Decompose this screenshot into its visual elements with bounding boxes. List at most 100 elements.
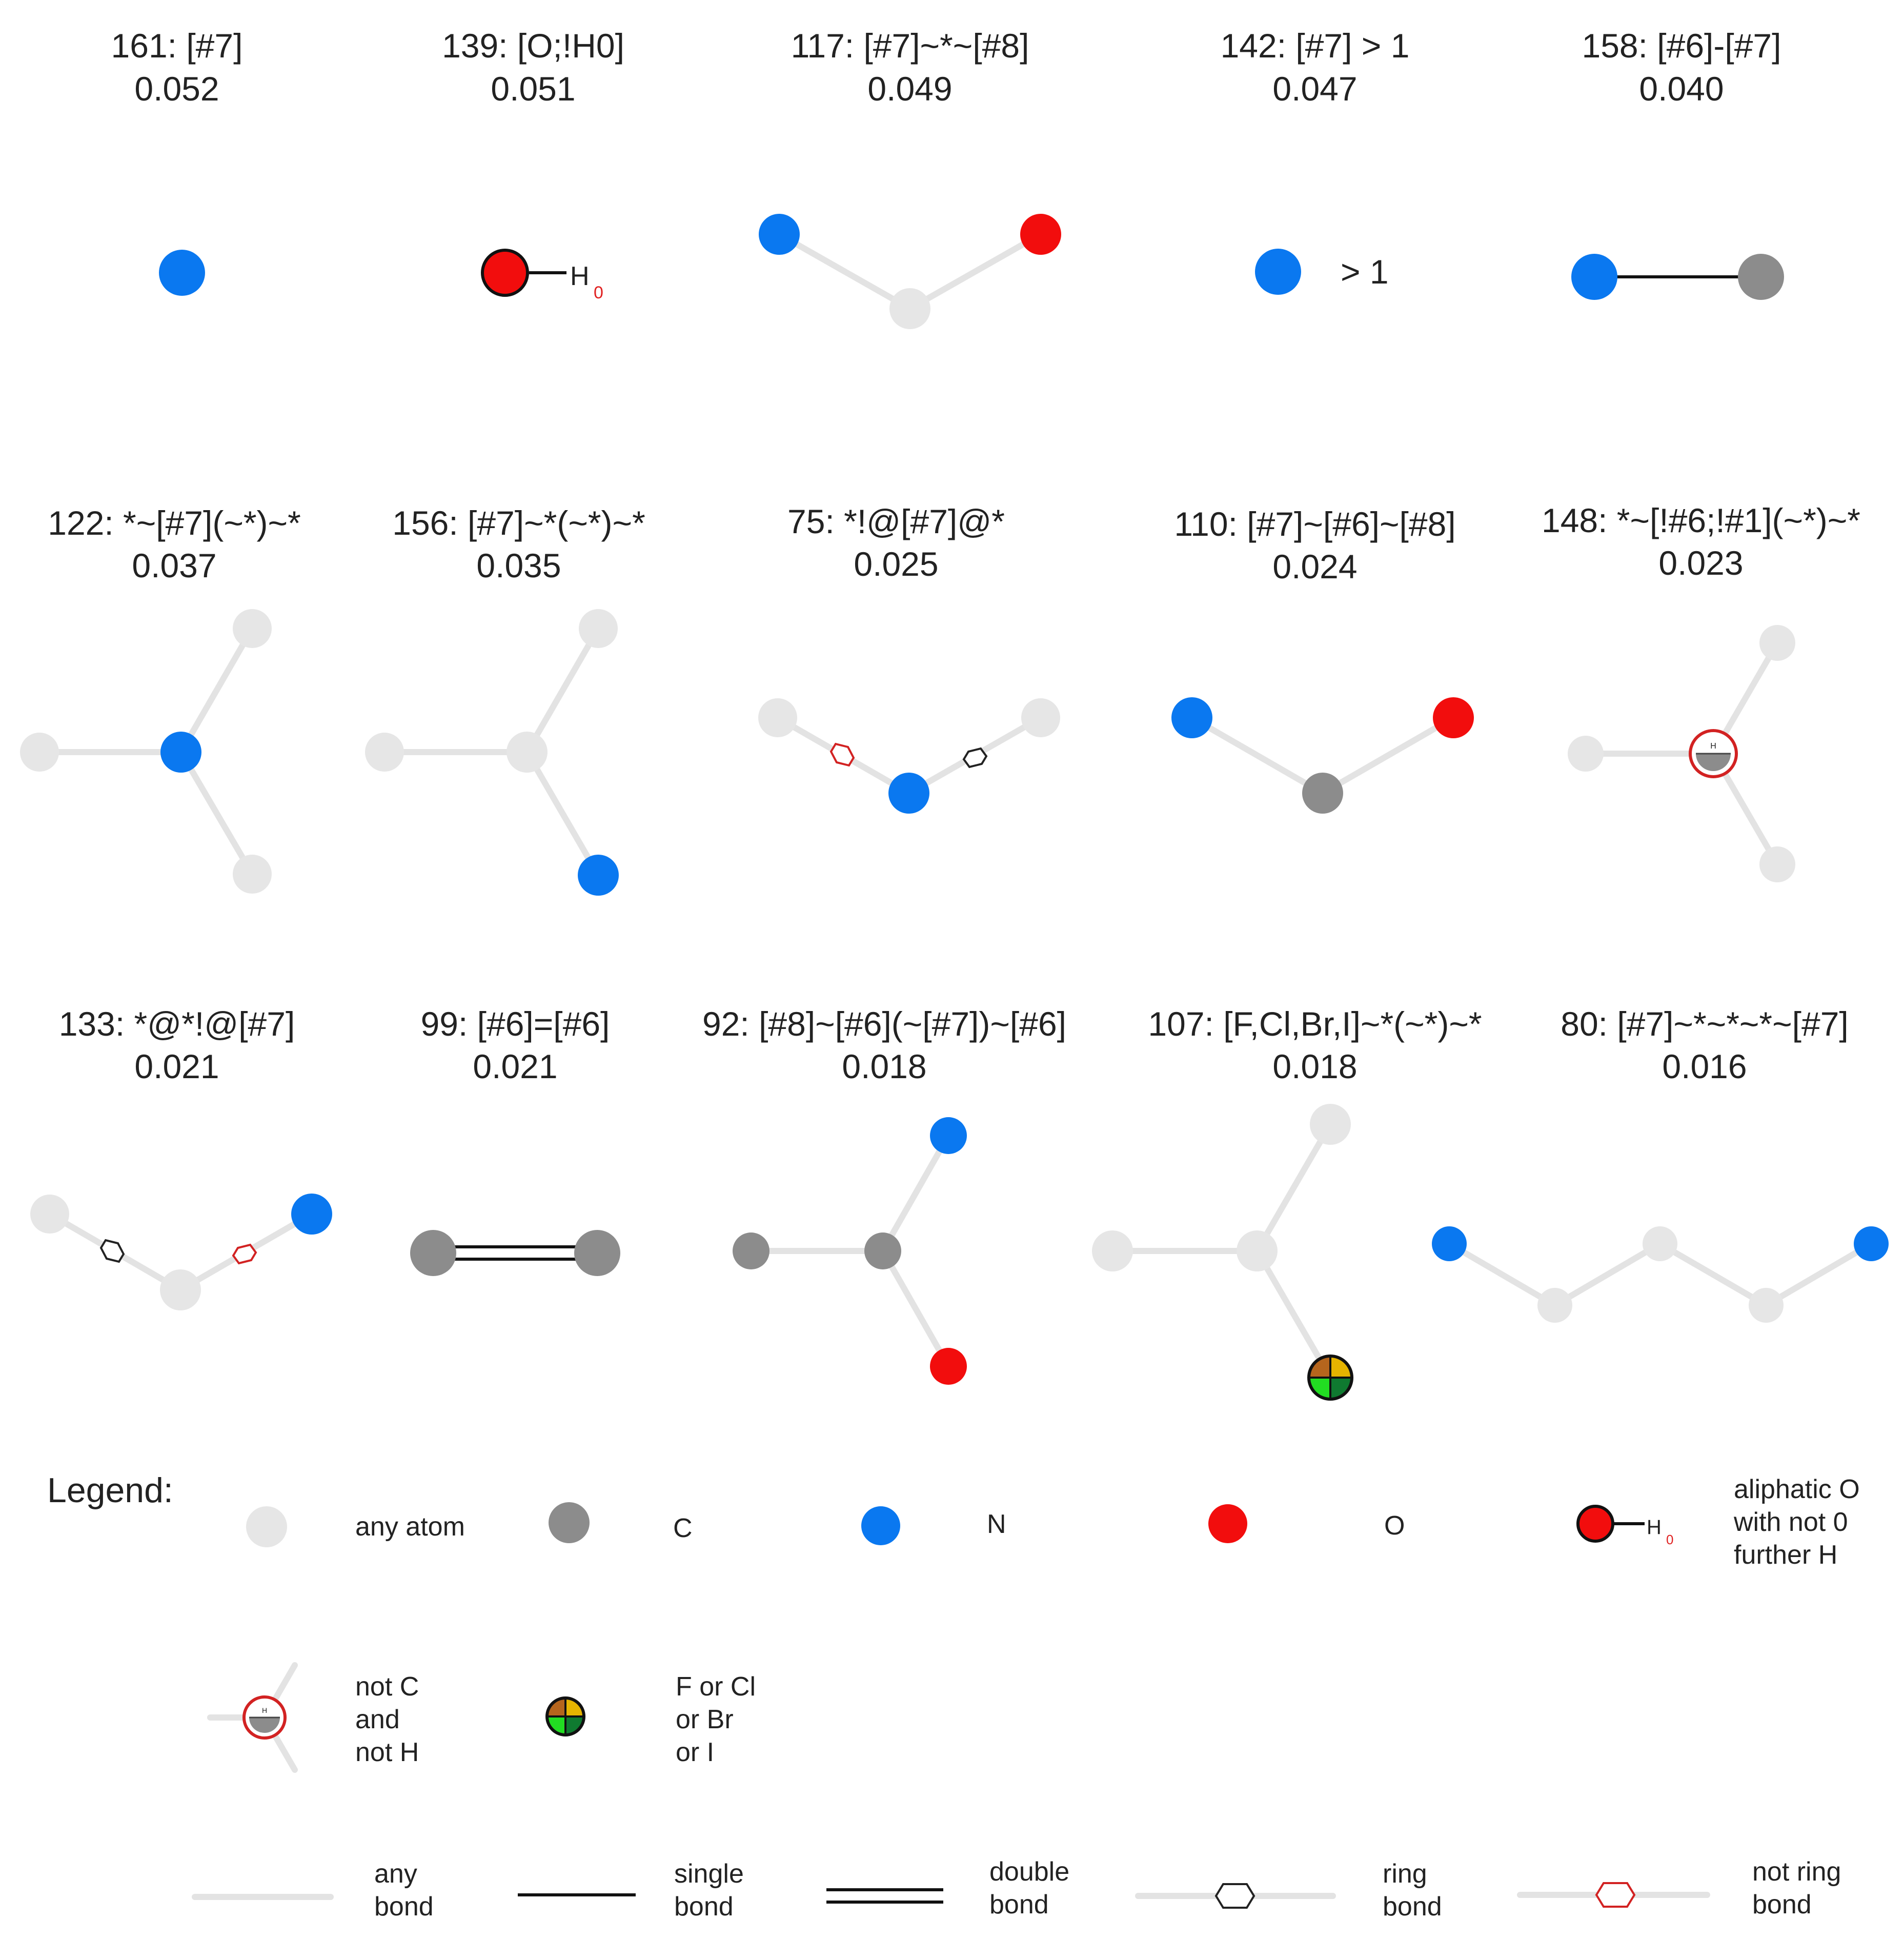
panel-score: 0.018 (1272, 1047, 1357, 1085)
panel-score: 0.035 (476, 547, 561, 584)
legend-oxygen-swatch (1208, 1504, 1247, 1543)
nitrogen-atom (1854, 1226, 1889, 1261)
nitrogen-atom (159, 250, 205, 296)
panel-score: 0.051 (491, 70, 575, 108)
panel-title: 161: [#7] (111, 27, 243, 65)
legend-aliphatic-oxygen-swatch: H 0 (1576, 1505, 1673, 1547)
panel-title: 92: [#8]~[#6](~[#7])~[#6] (702, 1005, 1066, 1043)
panel-142: 142: [#7] > 1 0.047 > 1 (1221, 27, 1410, 295)
any-bond (1254, 1248, 1333, 1381)
svg-text:H: H (1710, 742, 1716, 751)
any-atom (1643, 1226, 1677, 1261)
any-atom (160, 1269, 201, 1310)
carbon-atom (864, 1232, 901, 1269)
legend-not-c-not-h-swatch: H (207, 1662, 298, 1773)
panel-score: 0.018 (842, 1047, 926, 1085)
panel-score: 0.037 (132, 547, 216, 584)
aliphatic-oxygen-atom (481, 249, 529, 297)
any-atom (579, 609, 618, 648)
not-ring-bond-marker (232, 1243, 257, 1265)
nitrogen-atom (1571, 254, 1617, 300)
panel-156: 156: [#7]~*(~*)~* 0.035 (365, 504, 645, 896)
legend-halogen-swatch (545, 1696, 585, 1736)
panel-title: 148: *~[!#6;!#1](~*)~* (1542, 501, 1860, 539)
any-atom (1537, 1288, 1572, 1323)
any-atom (1092, 1230, 1133, 1271)
ring-bond-marker (99, 1239, 125, 1263)
any-bond (524, 749, 601, 878)
legend-not-ring-bond-label-1: not ring (1752, 1857, 1841, 1887)
hydrogen-count: 0 (594, 283, 603, 302)
oxygen-atom (1433, 697, 1474, 738)
nitrogen-atom (1171, 697, 1212, 738)
any-atom (233, 855, 272, 894)
legend-any-bond-label-1: any (374, 1859, 417, 1889)
ring-bond-marker (962, 747, 988, 769)
oxygen-atom (930, 1348, 967, 1385)
panel-title: 142: [#7] > 1 (1221, 27, 1410, 65)
panel-score: 0.024 (1272, 548, 1357, 585)
svg-text:H: H (262, 1706, 267, 1714)
panel-title: 158: [#6]-[#7] (1582, 27, 1781, 65)
legend-ring-bond-label-1: ring (1383, 1859, 1427, 1889)
any-bond (776, 231, 913, 312)
carbon-atom (410, 1230, 456, 1276)
legend-single-bond-label-1: single (674, 1859, 744, 1889)
panel-title: 139: [O;!H0] (442, 27, 624, 65)
legend-not-ring-bond-swatch (1517, 1882, 1710, 1908)
any-bond (178, 625, 255, 755)
carbon-atom (733, 1232, 769, 1269)
legend-oxygen-label: O (1384, 1511, 1405, 1541)
legend-carbon-swatch (549, 1502, 590, 1543)
panel-75: 75: *!@[#7]@* 0.025 (758, 502, 1060, 814)
any-bond (524, 625, 601, 755)
panel-99: 99: [#6]=[#6] 0.021 (410, 1005, 620, 1276)
panel-107: 107: [F,Cl,Br,I]~*(~*)~* 0.018 (1092, 1005, 1482, 1401)
panel-title: 99: [#6]=[#6] (421, 1005, 610, 1043)
legend-halogen-label-3: or I (676, 1737, 714, 1767)
any-atom (1021, 698, 1060, 737)
legend-not-ring-bond-label-2: bond (1752, 1890, 1812, 1919)
legend-title: Legend: (47, 1471, 173, 1510)
legend-aliphatic-oxygen-label-2: with not 0 (1733, 1507, 1848, 1537)
any-atom (365, 733, 404, 772)
any-bond (178, 749, 255, 877)
legend-not-c-label-3: not H (355, 1737, 419, 1767)
panel-title: 110: [#7]~[#6]~[#8] (1174, 505, 1455, 543)
oxygen-atom (1020, 214, 1061, 255)
panel-122: 122: *~[#7](~*)~* 0.037 (20, 504, 301, 894)
panel-161: 161: [#7] 0.052 (111, 27, 243, 296)
any-bond (1254, 1121, 1333, 1254)
any-atom (1568, 736, 1604, 772)
legend-aliphatic-oxygen-label-1: aliphatic O (1734, 1474, 1860, 1504)
count-label: > 1 (1341, 253, 1389, 291)
legend-halogen-label-1: F or Cl (676, 1672, 756, 1702)
legend-nitrogen-swatch (861, 1506, 900, 1545)
any-atom (758, 698, 797, 737)
legend-nitrogen-label: N (987, 1509, 1006, 1539)
legend-not-c-label-2: and (355, 1705, 400, 1734)
legend-any-bond-label-2: bond (374, 1892, 434, 1922)
legend-double-bond-label-1: double (989, 1857, 1069, 1887)
not-c-not-h-atom: H (1689, 729, 1738, 778)
legend-single-bond-label-2: bond (674, 1892, 734, 1922)
carbon-atom (1738, 254, 1784, 300)
halogen-atom (1307, 1355, 1353, 1401)
legend-ring-bond-label-2: bond (1383, 1892, 1442, 1922)
nitrogen-atom (1255, 249, 1301, 295)
legend-aliphatic-oxygen-label-3: further H (1734, 1540, 1837, 1570)
panel-148: 148: *~[!#6;!#1](~*)~* 0.023 H (1542, 501, 1860, 882)
panel-score: 0.052 (134, 70, 219, 108)
any-atom (889, 288, 930, 329)
carbon-atom (1302, 773, 1343, 814)
panel-title: 117: [#7]~*~[#8] (791, 27, 1029, 65)
panel-score: 0.047 (1272, 70, 1357, 108)
panel-score: 0.023 (1658, 544, 1743, 582)
any-bond (1189, 715, 1326, 796)
svg-text:0: 0 (1666, 1532, 1673, 1547)
panel-title: 75: *!@[#7]@* (787, 502, 1005, 540)
panel-title: 156: [#7]~*(~*)~* (392, 504, 645, 542)
legend-not-c-label-1: not C (355, 1672, 419, 1702)
panel-title: 80: [#7]~*~*~*~[#7] (1561, 1005, 1848, 1043)
